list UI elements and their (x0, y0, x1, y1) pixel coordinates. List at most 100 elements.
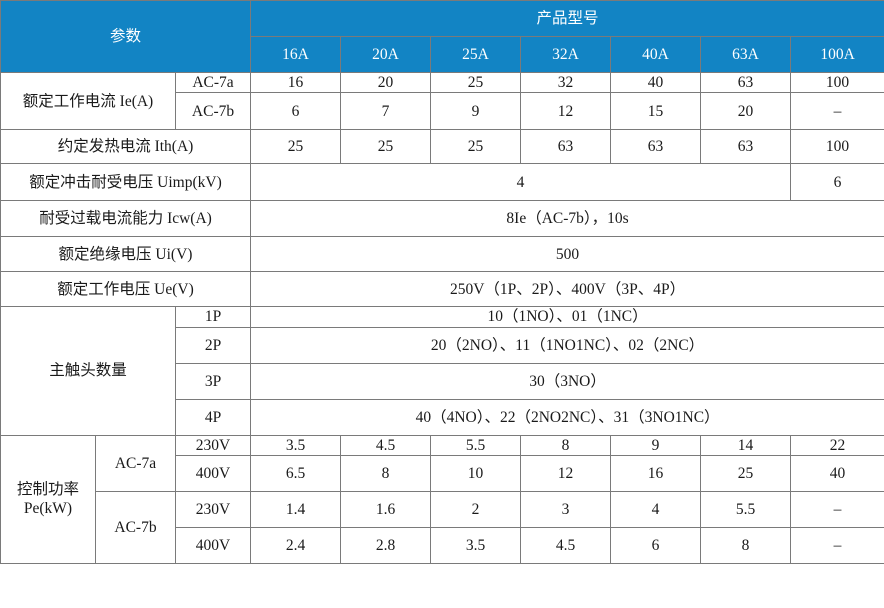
cell-power-ac7a-230v-20a: 4.5 (340, 434, 432, 457)
row-label-rated-impulse-withstand-voltage: 额定冲击耐受电压 Uimp(kV) (0, 163, 252, 202)
table-row-contacts-4p: 4P 40（4NO）、22（2NO2NC）、31（3NO1NC） (1, 398, 884, 436)
cell-uimp-100a: 6 (790, 163, 884, 202)
sublabel-ie-ac7b: AC-7b (174, 92, 252, 131)
table-row-ie-ac7a: 额定工作电流 Ie(A) AC-7a 16 20 25 32 40 63 100 (0, 71, 884, 131)
cell-power-ac7a-230v-100a: 22 (790, 434, 884, 457)
header-rating-16a: 16A (250, 36, 342, 73)
cell-power-ac7a-230v-63a: 14 (700, 434, 792, 457)
cell-ie-ac7b-40a: 15 (610, 92, 702, 131)
cell-ie-ac7a-100a: 100 (790, 71, 884, 94)
table-row-icw: 耐受过载电流能力 Icw(A) 8Ie（AC-7b），10s (0, 200, 884, 238)
cell-power-ac7b-400v-25a: 3.5 (430, 527, 522, 565)
table-row-power-ac7a-230v: 控制功率 Pe(kW) AC-7a 230V 3.5 4.5 5.5 8 9 1… (0, 434, 884, 565)
cell-power-ac7b-230v-16a: 1.4 (250, 491, 342, 529)
table-row-contacts-2p: 2P 20（2NO）、11（1NO1NC）、02（2NC） (1, 326, 884, 364)
cell-ie-ac7b-20a: 7 (340, 92, 432, 131)
row-label-main-contact-quantity: 主触头数量 (0, 306, 176, 436)
header-rating-40a: 40A (610, 36, 702, 73)
sublabel-power-ac7a-400v: 400V (174, 455, 252, 493)
cell-ie-ac7b-32a: 12 (520, 92, 612, 131)
header-rating-100a: 100A (790, 36, 884, 73)
cell-ie-ac7a-20a: 20 (340, 71, 432, 94)
cell-icw-value: 8Ie（AC-7b），10s (250, 200, 884, 238)
sublabel-power-ac7b-400v: 400V (174, 527, 252, 565)
cell-ie-ac7b-100a: – (790, 92, 884, 131)
cell-power-ac7a-400v-100a: 40 (790, 455, 884, 493)
row-label-control-power: 控制功率 Pe(kW) (0, 434, 96, 565)
sublabel-contacts-1p: 1P (174, 306, 252, 328)
cell-ith-20a: 25 (340, 129, 432, 165)
sublabel-contacts-4p: 4P (174, 398, 252, 436)
cell-ie-ac7b-25a: 9 (430, 92, 522, 131)
table-row-contacts-3p: 3P 30（3NO） (1, 362, 884, 400)
table-row-contacts-1p: 主触头数量 1P 10（1NO）、01（1NC） (0, 306, 884, 436)
cell-contacts-2p-value: 20（2NO）、11（1NO1NC）、02（2NC） (250, 326, 884, 364)
table-row-power-ac7b-230v: AC-7b 230V 1.4 1.6 2 3 4 5.5 – (1, 491, 884, 565)
cell-contacts-1p-value: 10（1NO）、01（1NC） (250, 306, 884, 328)
cell-power-ac7b-400v-63a: 8 (700, 527, 792, 565)
cell-ie-ac7a-32a: 32 (520, 71, 612, 94)
cell-power-ac7a-400v-63a: 25 (700, 455, 792, 493)
cell-power-ac7b-400v-100a: – (790, 527, 884, 565)
sublabel-power-ac7a-230v: 230V (174, 434, 252, 457)
cell-power-ac7b-400v-16a: 2.4 (250, 527, 342, 565)
row-label-conventional-thermal-current: 约定发热电流 Ith(A) (0, 129, 252, 165)
table-row-uimp: 额定冲击耐受电压 Uimp(kV) 4 6 (0, 163, 884, 202)
cell-power-ac7a-400v-40a: 16 (610, 455, 702, 493)
cell-uimp-main: 4 (250, 163, 792, 202)
cell-ith-25a: 25 (430, 129, 522, 165)
cell-ie-ac7a-63a: 63 (700, 71, 792, 94)
sublabel-contacts-3p: 3P (174, 362, 252, 400)
cell-power-ac7b-230v-32a: 3 (520, 491, 612, 529)
header-ratings-row: 16A 20A 25A 32A 40A 63A 100A (1, 36, 884, 73)
cell-power-ac7b-230v-63a: 5.5 (700, 491, 792, 529)
header-rating-25a: 25A (430, 36, 522, 73)
table-row-ith: 约定发热电流 Ith(A) 25 25 25 63 63 63 100 (0, 129, 884, 165)
row-label-rated-operating-voltage: 额定工作电压 Ue(V) (0, 271, 252, 308)
cell-power-ac7a-400v-25a: 10 (430, 455, 522, 493)
specifications-table: 参数 产品型号 16A 20A 25A 32A 40A 63A 100A 额定工… (0, 0, 884, 565)
sublabel-ie-ac7a: AC-7a (174, 71, 252, 94)
cell-contacts-3p-value: 30（3NO） (250, 362, 884, 400)
row-label-rated-operating-current: 额定工作电流 Ie(A) (0, 71, 176, 131)
sublabel-power-ac7b-230v: 230V (174, 491, 252, 529)
cell-ie-ac7b-16a: 6 (250, 92, 342, 131)
cell-contacts-4p-value: 40（4NO）、22（2NO2NC）、31（3NO1NC） (250, 398, 884, 436)
cell-ith-63a: 63 (700, 129, 792, 165)
cell-power-ac7a-400v-16a: 6.5 (250, 455, 342, 493)
table-row-ui: 额定绝缘电压 Ui(V) 500 (0, 236, 884, 273)
cell-ie-ac7a-40a: 40 (610, 71, 702, 94)
sublabel-power-ac7a: AC-7a (95, 434, 176, 493)
cell-power-ac7a-230v-40a: 9 (610, 434, 702, 457)
header-product-model-cell: 产品型号 (250, 0, 884, 37)
table-row-power-ac7b-400v: 400V 2.4 2.8 3.5 4.5 6 8 – (1, 527, 884, 565)
header-rating-63a: 63A (700, 36, 792, 73)
cell-ui-value: 500 (250, 236, 884, 273)
cell-power-ac7b-400v-40a: 6 (610, 527, 702, 565)
row-label-rated-insulation-voltage: 额定绝缘电压 Ui(V) (0, 236, 252, 273)
cell-power-ac7b-400v-20a: 2.8 (340, 527, 432, 565)
header-parameter-cell: 参数 (0, 0, 252, 73)
cell-ith-32a: 63 (520, 129, 612, 165)
cell-ie-ac7a-16a: 16 (250, 71, 342, 94)
cell-power-ac7b-230v-40a: 4 (610, 491, 702, 529)
header-row-group: 参数 产品型号 (0, 0, 884, 73)
cell-ie-ac7a-25a: 25 (430, 71, 522, 94)
cell-power-ac7b-230v-25a: 2 (430, 491, 522, 529)
cell-power-ac7a-400v-20a: 8 (340, 455, 432, 493)
cell-power-ac7a-230v-25a: 5.5 (430, 434, 522, 457)
control-power-label-line2: Pe(kW) (23, 500, 73, 518)
sublabel-contacts-2p: 2P (174, 326, 252, 364)
table-row-ue: 额定工作电压 Ue(V) 250V（1P、2P）、400V（3P、4P） (0, 271, 884, 308)
cell-power-ac7b-230v-20a: 1.6 (340, 491, 432, 529)
cell-ue-value: 250V（1P、2P）、400V（3P、4P） (250, 271, 884, 308)
row-label-overload-current-withstand: 耐受过载电流能力 Icw(A) (0, 200, 252, 238)
header-rating-20a: 20A (340, 36, 432, 73)
sublabel-power-ac7b: AC-7b (95, 491, 176, 565)
cell-ith-40a: 63 (610, 129, 702, 165)
cell-power-ac7b-400v-32a: 4.5 (520, 527, 612, 565)
control-power-label-line1: 控制功率 (16, 481, 79, 499)
cell-power-ac7a-400v-32a: 12 (520, 455, 612, 493)
cell-power-ac7a-230v-16a: 3.5 (250, 434, 342, 457)
header-rating-32a: 32A (520, 36, 612, 73)
